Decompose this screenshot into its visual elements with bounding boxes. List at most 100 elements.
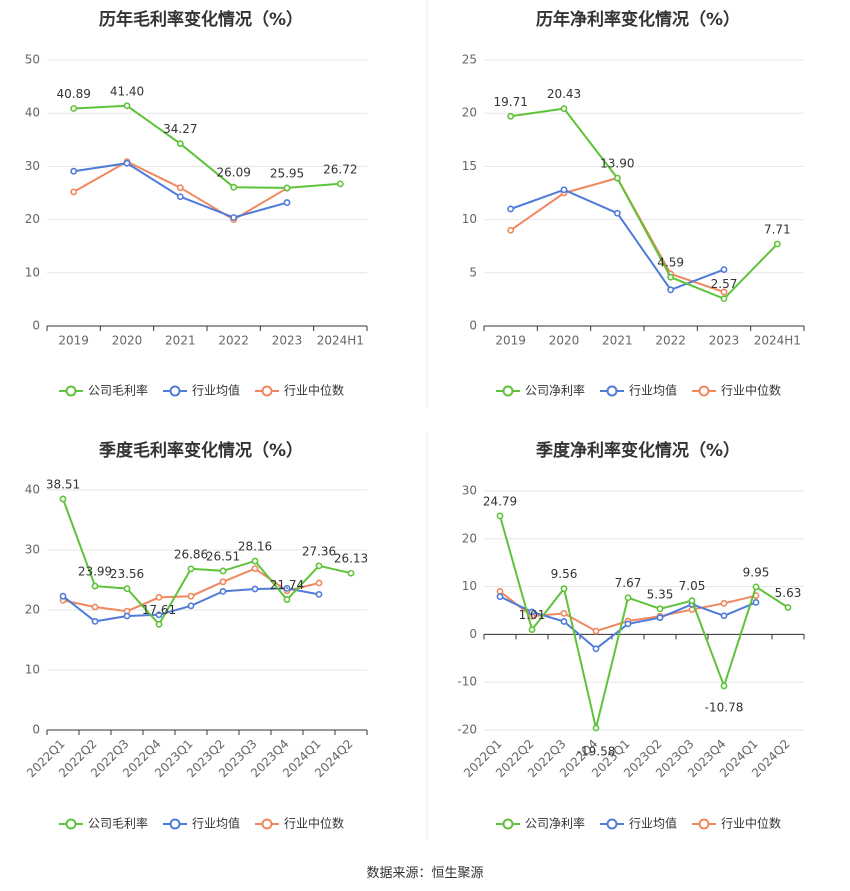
data-point [592, 627, 600, 635]
legend-swatch-marker [65, 385, 77, 397]
legend-label: 行业均值 [629, 383, 677, 398]
data-point [91, 582, 99, 590]
data-point [219, 578, 227, 586]
data-point [155, 594, 163, 601]
data-label: 2.57 [711, 277, 738, 291]
data-point [592, 645, 600, 653]
legend-swatch-marker [502, 385, 514, 397]
legend: 公司净利率 行业均值 行业中位数 [496, 383, 781, 398]
data-point [560, 609, 568, 617]
legend-item[interactable]: 公司毛利率 [59, 383, 148, 398]
legend-item[interactable]: 行业均值 [600, 383, 677, 398]
x-tick-label: 2020 [549, 334, 580, 348]
legend-item[interactable]: 行业均值 [600, 816, 677, 831]
legend-label: 公司毛利率 [88, 816, 148, 831]
data-point [219, 567, 227, 575]
series-company: 24.79 1.01 9.56 -19.58 7.67 5.35 7.05 -10.78 9.9… [483, 494, 802, 758]
data-point [155, 611, 163, 619]
data-point [315, 579, 323, 587]
series-industry-avg [507, 186, 728, 294]
data-label: 28.16 [238, 540, 272, 554]
data-point [720, 295, 728, 303]
data-label: -19.58 [577, 744, 616, 758]
legend-item[interactable]: 公司净利率 [496, 383, 585, 398]
legend-item[interactable]: 公司毛利率 [59, 816, 148, 831]
data-point [219, 588, 227, 595]
x-tick-label: 2023 [709, 334, 740, 348]
data-label: 26.86 [174, 547, 208, 561]
data-label: 19.71 [493, 95, 527, 109]
data-point [176, 193, 184, 201]
data-point [507, 205, 515, 213]
data-point [123, 102, 131, 110]
x-tick-label: 2022 [655, 334, 686, 348]
data-label: 21.74 [270, 578, 304, 592]
data-point [528, 626, 536, 633]
data-point [91, 618, 99, 625]
legend-swatch-marker [698, 385, 710, 397]
data-point [283, 585, 291, 592]
legend-label: 行业中位数 [721, 383, 781, 398]
data-label: 4.59 [657, 256, 684, 270]
legend-item[interactable]: 行业中位数 [692, 816, 781, 831]
data-label: 26.13 [334, 552, 368, 566]
data-point [70, 105, 78, 112]
data-point [123, 159, 131, 167]
data-label: 7.71 [764, 222, 791, 236]
data-point [347, 569, 355, 577]
data-label: 1.01 [519, 608, 546, 622]
data-label: 7.05 [679, 579, 706, 593]
series-line [73, 104, 341, 189]
legend-item[interactable]: 行业中位数 [255, 816, 344, 831]
data-label: 24.79 [483, 494, 517, 508]
data-label: 23.56 [110, 567, 144, 581]
y-tick-label: 10 [462, 212, 477, 226]
y-tick-label: 40 [25, 106, 40, 120]
data-label: 13.90 [600, 157, 634, 171]
chart-panel-1: 历年毛利率变化情况（%） 0 10 20 30 40 50 2019 2020 2021 2022 2… [25, 9, 368, 398]
y-tick-label: 30 [462, 484, 477, 498]
series-company: 19.71 20.43 13.90 4.59 2.57 7.71 [493, 87, 791, 303]
legend-item[interactable]: 行业中位数 [255, 383, 344, 398]
y-tick-label: 20 [25, 603, 40, 617]
legend: 公司毛利率 行业均值 行业中位数 [59, 816, 344, 831]
data-point [70, 188, 78, 196]
data-point [315, 591, 323, 598]
x-tick-label: 2020 [112, 334, 143, 348]
data-point [720, 612, 728, 620]
legend-item[interactable]: 行业均值 [163, 383, 240, 398]
data-point [773, 240, 781, 248]
legend-item[interactable]: 行业中位数 [692, 383, 781, 398]
data-label: 17.61 [142, 603, 176, 617]
series-line [62, 498, 352, 626]
legend-label: 行业中位数 [284, 383, 344, 398]
chart-panel-3: 季度毛利率变化情况（%）0102030402022Q12022Q22022Q32… [24, 440, 368, 831]
data-point [187, 565, 195, 573]
data-point [176, 140, 184, 148]
data-label: 38.51 [46, 477, 80, 491]
chart-title: 历年毛利率变化情况（%） [99, 9, 303, 30]
legend-item[interactable]: 公司净利率 [496, 816, 585, 831]
data-label: 27.36 [302, 544, 336, 558]
data-point [70, 167, 78, 175]
series-industry-avg [70, 159, 291, 221]
data-label: 5.63 [775, 586, 802, 600]
legend-swatch-marker [502, 818, 514, 830]
legend-swatch-marker [606, 385, 618, 397]
data-label: 5.35 [647, 587, 674, 601]
legend-item[interactable]: 行业均值 [163, 816, 240, 831]
legend-swatch-marker [65, 818, 77, 830]
y-tick-label: 20 [462, 106, 477, 120]
data-point [251, 565, 259, 572]
legend-swatch-marker [698, 818, 710, 830]
data-point [560, 186, 568, 194]
series-industry-median [70, 158, 291, 223]
data-point [592, 724, 600, 732]
legend-swatch-marker [261, 385, 273, 397]
y-tick-label: 40 [25, 483, 40, 497]
y-tick-label: 0 [469, 319, 477, 333]
legend-swatch-marker [261, 818, 273, 830]
legend-swatch-marker [169, 385, 181, 397]
